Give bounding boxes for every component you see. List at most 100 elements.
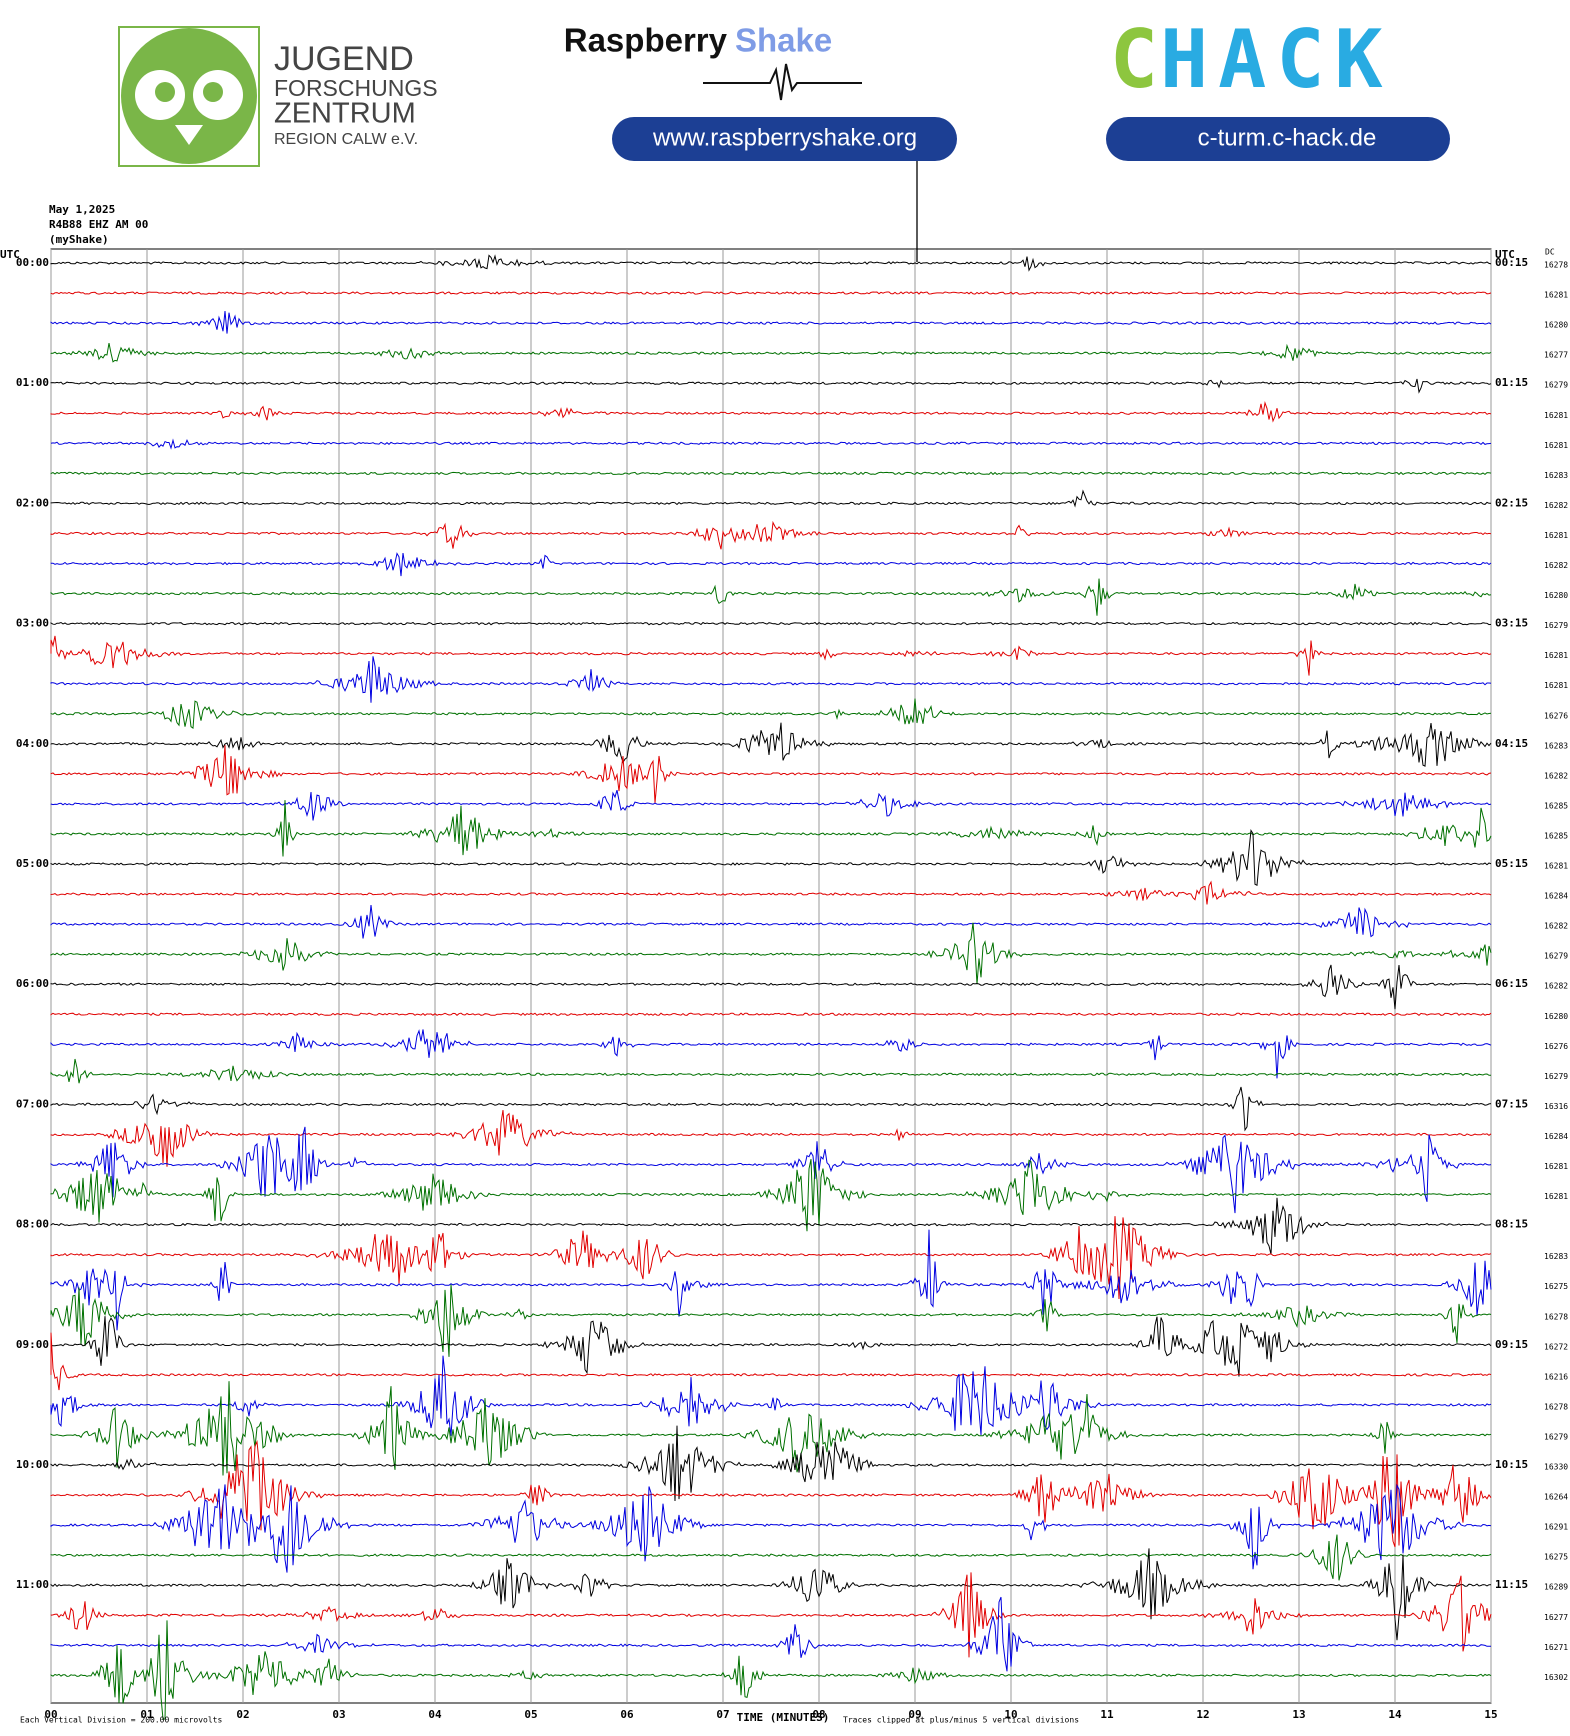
right-time: 00:15 — [1495, 256, 1528, 269]
rs-url[interactable]: www.raspberryshake.org — [652, 124, 917, 151]
utc-left: UTC — [0, 248, 20, 261]
x-tick-label: 15 — [1484, 1708, 1497, 1721]
trace — [50, 578, 1492, 616]
left-time: 00:00 — [16, 256, 49, 269]
rs-name: Raspberry — [564, 22, 728, 59]
trace — [50, 745, 1492, 804]
dc-value: 16282 — [1544, 771, 1568, 780]
left-time: 06:00 — [16, 977, 49, 990]
dc-value: 16280 — [1544, 1012, 1568, 1021]
trace — [50, 1332, 1492, 1391]
trace — [50, 400, 1492, 423]
plot-frame — [50, 248, 1492, 1704]
left-time: 01:00 — [16, 376, 49, 389]
trace — [50, 1086, 1492, 1132]
dc-value: 16283 — [1544, 1252, 1568, 1261]
dc-value: 16264 — [1544, 1493, 1568, 1502]
right-time: 04:15 — [1495, 737, 1528, 750]
x-tick-label: 08 — [812, 1708, 825, 1721]
x-tick-label: 02 — [236, 1708, 249, 1721]
dc-value: 16278 — [1544, 1312, 1568, 1321]
right-time: 03:15 — [1495, 617, 1528, 630]
dc-value: 16285 — [1544, 831, 1568, 840]
trace — [50, 291, 1492, 295]
chack-c: C — [1110, 13, 1158, 106]
trace — [50, 1381, 1492, 1476]
chack-hack: HACK — [1160, 13, 1393, 106]
dc-value: 16281 — [1544, 862, 1568, 871]
trace — [50, 1029, 1492, 1079]
trace — [50, 922, 1492, 985]
dc-value: 16284 — [1544, 892, 1568, 901]
jfz-line: JUGEND — [274, 40, 414, 78]
station-info: (myShake) — [49, 233, 109, 246]
x-tick-label: 07 — [716, 1708, 729, 1721]
left-time: 03:00 — [16, 617, 49, 630]
dc-value: 16282 — [1544, 982, 1568, 991]
trace — [50, 1439, 1492, 1548]
trace — [50, 964, 1492, 1010]
dc-value: 16216 — [1544, 1372, 1568, 1381]
left-time: 04:00 — [16, 737, 49, 750]
dc-value: 16279 — [1544, 381, 1568, 390]
jfz-line: FORSCHUNGS — [274, 75, 438, 101]
dc-value: 16281 — [1544, 441, 1568, 450]
right-time: 07:15 — [1495, 1097, 1528, 1110]
plot: 00 01 02 03 04 05 06 07 08 09 10 11 12 13 14 15 May 1,20… — [0, 203, 1568, 1725]
trace — [50, 698, 1492, 730]
left-time: 10:00 — [16, 1458, 49, 1471]
trace — [50, 829, 1492, 886]
dc-value: 16284 — [1544, 1132, 1568, 1141]
trace — [50, 489, 1491, 508]
x-tick-label: 13 — [1292, 1708, 1305, 1721]
trace — [50, 311, 1492, 334]
right-time: 02:15 — [1495, 496, 1528, 509]
trace — [50, 1572, 1492, 1658]
dc-value: 16276 — [1544, 711, 1568, 720]
right-time: 10:15 — [1495, 1458, 1528, 1471]
jfz-logo — [118, 26, 260, 167]
left-time: 08:00 — [16, 1218, 49, 1231]
dc-value: 16277 — [1544, 1613, 1568, 1622]
dc-value: 16282 — [1544, 501, 1568, 510]
trace — [50, 1058, 1491, 1084]
left-time: 07:00 — [16, 1097, 49, 1110]
x-tick-label: 09 — [908, 1708, 921, 1721]
dc-value: 16281 — [1544, 291, 1568, 300]
left-time: 11:00 — [16, 1578, 49, 1591]
dc-value: 16278 — [1544, 1402, 1568, 1411]
right-time: 08:15 — [1495, 1218, 1528, 1231]
x-tick-label: 03 — [332, 1708, 345, 1721]
trace — [50, 880, 1492, 905]
dc-value: 16316 — [1544, 1102, 1568, 1111]
x-tick-label: 10 — [1004, 1708, 1017, 1721]
right-time: 11:15 — [1495, 1578, 1528, 1591]
dc-value: 16275 — [1544, 1553, 1568, 1562]
trace — [50, 1355, 1492, 1436]
x-tick-label: 14 — [1388, 1708, 1402, 1721]
x-tick-label: 04 — [428, 1708, 442, 1721]
dc-value: 16275 — [1544, 1282, 1568, 1291]
chack-url-pill[interactable] — [1106, 117, 1450, 161]
x-tick-label: 11 — [1100, 1708, 1114, 1721]
x-axis-title: TIME (MINUTES) — [737, 1711, 830, 1724]
rs-url-pill[interactable] — [612, 117, 957, 161]
trace — [50, 254, 1492, 272]
dc-value: 16282 — [1544, 561, 1568, 570]
trace — [50, 1596, 1491, 1672]
trace — [50, 552, 1492, 577]
trace — [50, 1197, 1492, 1255]
trace — [50, 1620, 1492, 1720]
dc-value: 16281 — [1544, 531, 1568, 540]
trace — [50, 800, 1492, 857]
dc-value: 16280 — [1544, 321, 1568, 330]
x-tick-label: 05 — [524, 1708, 537, 1721]
footer-left: Each Vertical Division = 200.00 microvol… — [20, 1716, 222, 1725]
right-time: 06:15 — [1495, 977, 1528, 990]
dc-value: 16279 — [1544, 952, 1568, 961]
trace — [50, 1110, 1492, 1167]
chack-url[interactable]: c-turm.c-hack.de — [1198, 124, 1377, 151]
trace — [50, 471, 1492, 476]
dc-value: 16302 — [1544, 1673, 1568, 1682]
